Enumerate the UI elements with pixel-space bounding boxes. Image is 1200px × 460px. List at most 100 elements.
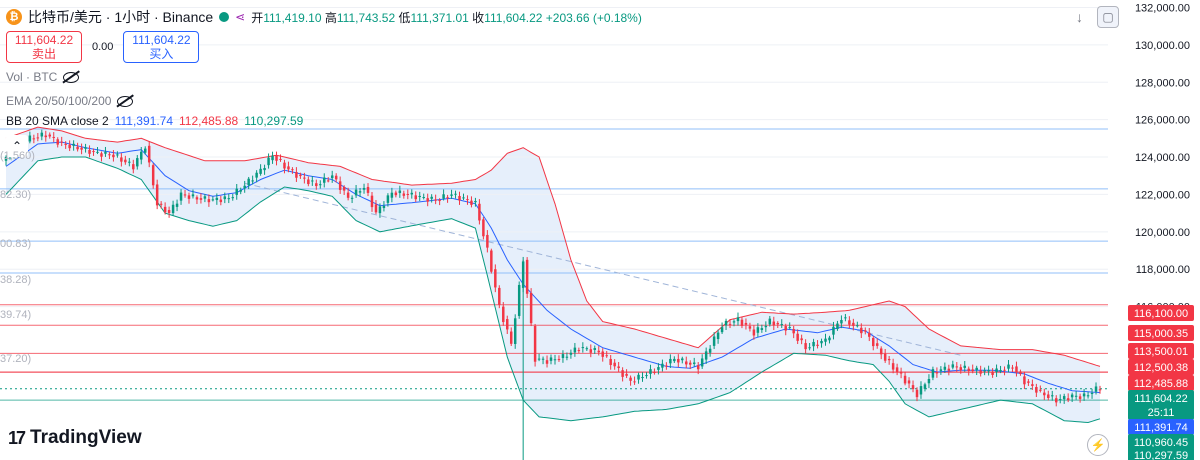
sell-button[interactable]: 111,604.22 卖出 bbox=[6, 31, 82, 63]
candle-body bbox=[478, 203, 481, 221]
candle-body bbox=[494, 269, 497, 288]
candle-body bbox=[1086, 395, 1090, 397]
candle-body bbox=[824, 338, 827, 342]
candle-body bbox=[565, 356, 569, 358]
candle-body bbox=[657, 367, 660, 370]
candle-body bbox=[159, 203, 163, 205]
arrow-down-icon[interactable]: ↓ bbox=[1076, 9, 1083, 25]
candle-body bbox=[299, 174, 302, 177]
lightning-icon[interactable]: ⚡ bbox=[1087, 434, 1109, 456]
candle-body bbox=[573, 347, 577, 353]
candle-body bbox=[963, 365, 966, 368]
partial-label: 00.83) bbox=[0, 238, 32, 250]
candle-body bbox=[28, 135, 32, 142]
candle-body bbox=[378, 206, 382, 214]
candle-body bbox=[852, 322, 855, 326]
candle-body bbox=[462, 197, 465, 199]
candle-body bbox=[903, 375, 907, 384]
candle-body bbox=[366, 186, 370, 193]
candle-body bbox=[1007, 364, 1010, 369]
candle-body bbox=[832, 326, 835, 335]
candle-body bbox=[712, 336, 716, 346]
candle-body bbox=[625, 373, 628, 376]
collapse-legend-button[interactable]: ⌃ bbox=[6, 135, 28, 157]
candle-body bbox=[951, 364, 955, 368]
candle-body bbox=[56, 139, 59, 145]
candle-body bbox=[323, 177, 326, 183]
candle-body bbox=[537, 358, 541, 360]
candle-body bbox=[414, 195, 417, 200]
candle-body bbox=[76, 146, 79, 150]
candle-body bbox=[553, 359, 557, 361]
price-level-badge bbox=[1128, 343, 1194, 359]
candle-body bbox=[112, 154, 115, 158]
high-label: 高 bbox=[324, 10, 337, 25]
price-level-badge bbox=[1128, 390, 1194, 420]
candle-body bbox=[732, 321, 736, 323]
screenshot-icon[interactable]: ▢ bbox=[1097, 6, 1119, 28]
candle-body bbox=[756, 327, 760, 333]
candle-body bbox=[736, 317, 740, 322]
close-value: 111,604.22 bbox=[484, 10, 543, 25]
candle-body bbox=[911, 385, 915, 390]
candle-body bbox=[529, 292, 533, 324]
bb-upper-value: 112,485.88 bbox=[179, 114, 239, 128]
bb-indicator[interactable]: BB 20 SMA close 2 111,391.74 112,485.88 … bbox=[6, 114, 303, 128]
candle-body bbox=[163, 206, 167, 213]
candle-body bbox=[585, 348, 589, 350]
ema-indicator[interactable]: EMA 20/50/100/200 bbox=[6, 94, 134, 108]
candle-body bbox=[561, 354, 565, 359]
candle-body bbox=[422, 197, 425, 199]
candle-body bbox=[601, 351, 604, 357]
symbol-title[interactable]: 比特币/美元 · 1小时 · Binance bbox=[28, 9, 214, 25]
candle-body bbox=[446, 197, 449, 199]
candle-body bbox=[450, 194, 453, 196]
candle-body bbox=[653, 372, 656, 374]
y-tick-label: 126,000.00 bbox=[1135, 115, 1190, 127]
candle-body bbox=[589, 349, 593, 353]
candle-body bbox=[490, 250, 493, 272]
candle-body bbox=[887, 358, 891, 361]
hidden-eye-icon[interactable] bbox=[63, 71, 80, 83]
candle-body bbox=[939, 369, 943, 371]
candle-body bbox=[752, 329, 756, 336]
candle-body bbox=[621, 370, 624, 377]
candle-body bbox=[681, 358, 684, 361]
y-tick-label: 122,000.00 bbox=[1135, 189, 1190, 201]
candle-body bbox=[748, 326, 752, 329]
candle-body bbox=[720, 327, 724, 333]
candle-body bbox=[100, 153, 103, 157]
partial-label: 38.28) bbox=[0, 274, 32, 286]
tradingview-logo: 17 TradingView bbox=[8, 427, 142, 449]
candle-body bbox=[685, 361, 688, 365]
candle-body bbox=[808, 347, 811, 349]
candle-body bbox=[215, 197, 219, 201]
share-icon[interactable]: ⋖ bbox=[235, 10, 246, 24]
candle-body bbox=[1078, 396, 1082, 399]
candle-body bbox=[239, 190, 242, 192]
candle-body bbox=[923, 384, 927, 389]
volume-indicator[interactable]: Vol · BTC bbox=[6, 70, 80, 84]
candle-body bbox=[406, 193, 410, 195]
candle-body bbox=[315, 183, 318, 187]
candle-body bbox=[36, 137, 40, 139]
candle-body bbox=[533, 325, 537, 362]
candle-body bbox=[1054, 398, 1058, 403]
candle-body bbox=[860, 327, 863, 334]
hidden-eye-icon[interactable] bbox=[117, 95, 134, 107]
candle-body bbox=[267, 157, 270, 166]
volume-label: Vol · BTC bbox=[6, 70, 58, 84]
candle-body bbox=[816, 344, 819, 346]
candle-body bbox=[947, 368, 951, 371]
candle-body bbox=[486, 234, 489, 248]
low-label: 低 bbox=[398, 10, 411, 25]
candle-body bbox=[991, 371, 994, 375]
buy-button[interactable]: 111,604.22 买入 bbox=[123, 31, 200, 63]
candle-body bbox=[895, 367, 899, 372]
candle-body bbox=[442, 194, 445, 199]
price-level-badge bbox=[1128, 325, 1194, 341]
candle-body bbox=[1062, 396, 1066, 400]
candle-body bbox=[613, 362, 616, 367]
candle-body bbox=[227, 198, 231, 200]
